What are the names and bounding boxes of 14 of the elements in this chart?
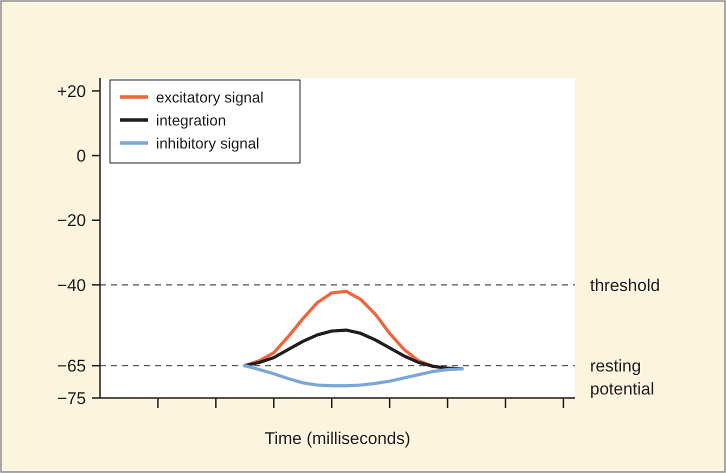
ref-line-label: threshold	[590, 276, 660, 295]
y-tick-label: −40	[57, 276, 86, 295]
ref-line-label: resting potential	[590, 356, 654, 399]
y-tick-label: −75	[57, 388, 86, 408]
line-series	[243, 364, 464, 388]
legend-label: excitatory signal	[156, 89, 264, 106]
legend-label: integration	[156, 112, 226, 130]
line-series	[243, 328, 464, 371]
y-tick-label: +20	[57, 82, 86, 101]
y-tick-label: −20	[57, 211, 86, 230]
legend-label: inhibitory signal	[156, 135, 260, 152]
x-axis-title: Time (milliseconds)	[264, 429, 410, 448]
y-tick-label: −65	[57, 356, 86, 376]
y-tick-label: 0	[76, 146, 86, 166]
